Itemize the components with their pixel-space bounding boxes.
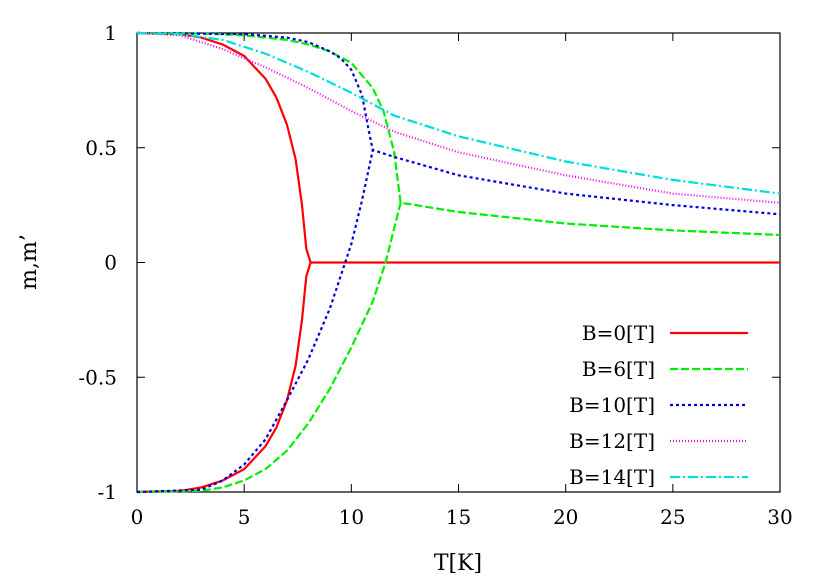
series-1 [136,31,780,494]
legend-label: B=6[T] [582,357,655,381]
x-tick-label: 10 [339,505,364,529]
legend-label: B=10[T] [569,393,655,417]
series-3 [136,31,781,494]
legend: B=0[T] B=6[T] B=10[T] B=12[T] B=14[T] [569,321,748,489]
series-1-line-2 [136,262,312,494]
x-axis-label: T[K] [434,551,482,576]
series-lines [136,31,781,494]
x-tick-label: 15 [446,505,471,529]
y-tick-label: 0 [104,251,117,275]
series-4-line-1 [136,31,781,204]
y-tick-label: 1 [104,21,117,45]
series-4 [136,31,781,204]
y-tick-label: -1 [98,480,117,504]
series-1-line-1 [136,31,780,264]
series-3-line-1 [136,31,781,216]
y-axis-label: m,m’ [17,234,42,290]
y-tick-label: -0.5 [78,365,117,389]
x-tick-label: 0 [131,505,144,529]
x-tick-label: 30 [767,505,792,529]
series-2-line-1 [136,31,781,237]
x-tick-label: 20 [553,505,578,529]
series-2-line-2 [136,202,402,494]
series-5-line-1 [136,31,781,195]
series-3-line-2 [136,149,374,494]
x-tick-label: 5 [238,505,251,529]
axis-ticks: 0 5 10 15 20 25 30 -1 -0.5 0 0.5 1 [78,21,792,529]
series-5 [136,31,781,195]
x-tick-label: 25 [660,505,685,529]
legend-label: B=12[T] [569,429,655,453]
legend-label: B=0[T] [582,321,655,345]
legend-label: B=14[T] [569,465,655,489]
y-tick-label: 0.5 [85,136,117,160]
series-2 [136,31,781,494]
